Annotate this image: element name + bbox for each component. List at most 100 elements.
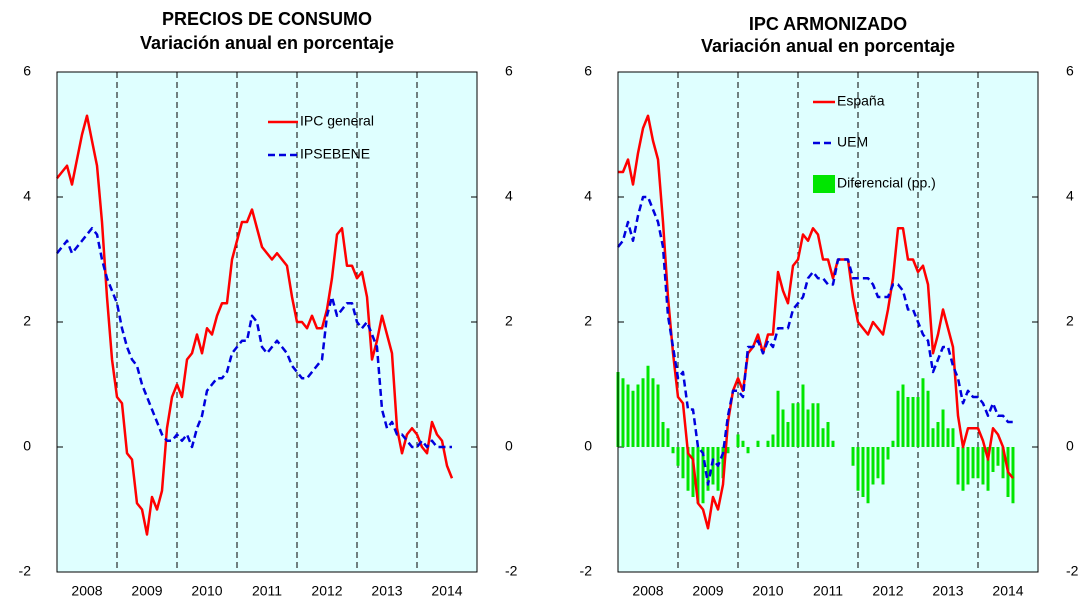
bar (626, 384, 630, 447)
legend-label: Diferencial (pp.) (837, 175, 936, 191)
bar (936, 422, 940, 447)
y2-tick-label: 0 (1066, 438, 1074, 454)
bar (911, 397, 915, 447)
bar (956, 447, 960, 485)
line-series (56, 114, 454, 536)
y2-tick-label: 6 (505, 63, 513, 79)
bar (801, 384, 805, 447)
bar (861, 447, 865, 497)
bar (666, 428, 670, 447)
bar (991, 447, 995, 472)
bar (726, 447, 730, 454)
bar (966, 447, 970, 485)
bar (681, 447, 685, 479)
bar (986, 447, 990, 491)
bar (881, 447, 885, 485)
bar (951, 428, 955, 447)
bar (641, 378, 645, 447)
y2-tick-label: 2 (505, 313, 513, 329)
bar (661, 422, 665, 447)
bar (876, 447, 880, 479)
y-tick-label: 4 (584, 188, 592, 204)
bar (621, 378, 625, 447)
bar (811, 403, 815, 447)
x-tick-label: 2012 (872, 583, 903, 599)
bar (931, 428, 935, 447)
bar (946, 428, 950, 447)
bar (701, 447, 705, 504)
plot-background (57, 72, 477, 572)
bar (691, 447, 695, 497)
bar (791, 403, 795, 447)
bar (941, 409, 945, 447)
bar (821, 428, 825, 447)
bar (906, 397, 910, 447)
bar (826, 422, 830, 447)
x-tick-label: 2013 (371, 583, 402, 599)
chart-title: IPC ARMONIZADO (749, 14, 907, 34)
bar (856, 447, 860, 491)
bar (971, 447, 975, 479)
x-tick-label: 2013 (932, 583, 963, 599)
bar (891, 440, 895, 447)
bar (851, 447, 855, 466)
bar (961, 447, 965, 491)
bar (741, 440, 745, 447)
y-tick-label: -2 (580, 563, 593, 579)
y-tick-label: 2 (584, 313, 592, 329)
plot-frame (617, 71, 1039, 573)
bar (776, 390, 780, 447)
x-tick-label: 2008 (71, 583, 102, 599)
bar (771, 434, 775, 447)
bar (671, 447, 675, 454)
bar (721, 447, 725, 479)
bar (766, 440, 770, 447)
y2-tick-label: 6 (1066, 63, 1074, 79)
bar (996, 447, 1000, 466)
bar (1001, 447, 1005, 479)
legend-label: UEM (837, 134, 868, 150)
bar (736, 434, 740, 447)
y2-tick-label: 2 (1066, 313, 1074, 329)
x-tick-label: 2014 (992, 583, 1023, 599)
y2-tick-label: -2 (505, 563, 518, 579)
line-series (618, 114, 1014, 530)
x-tick-label: 2010 (191, 583, 222, 599)
y2-tick-label: -2 (1066, 563, 1079, 579)
x-tick-label: 2011 (252, 583, 282, 599)
line-series (56, 227, 452, 449)
plot-frame (56, 71, 478, 573)
y-tick-label: -2 (19, 563, 32, 579)
bar (896, 390, 900, 447)
bar (676, 447, 680, 466)
legend-label: IPSEBENE (300, 146, 370, 162)
bar (1011, 447, 1015, 504)
chart-subtitle: Variación anual en porcentaje (701, 36, 955, 56)
bar (806, 409, 810, 447)
bar (781, 409, 785, 447)
bar (631, 390, 635, 447)
bar (686, 447, 690, 491)
y2-tick-label: 4 (505, 188, 513, 204)
bar (901, 384, 905, 447)
bar (756, 440, 760, 447)
y-tick-label: 0 (23, 438, 31, 454)
x-tick-label: 2012 (311, 583, 342, 599)
bar (786, 422, 790, 447)
bar (656, 384, 660, 447)
bar (921, 378, 925, 447)
y2-tick-label: 4 (1066, 188, 1074, 204)
bar (976, 447, 980, 479)
bar (646, 365, 650, 447)
x-tick-label: 2011 (813, 583, 843, 599)
bar (706, 447, 710, 491)
line-series (617, 195, 1013, 486)
y-tick-label: 6 (23, 63, 31, 79)
y-tick-label: 6 (584, 63, 592, 79)
plot-background (618, 72, 1038, 572)
x-tick-label: 2009 (131, 583, 162, 599)
chart-title: PRECIOS DE CONSUMO (162, 9, 372, 29)
bar (816, 403, 820, 447)
